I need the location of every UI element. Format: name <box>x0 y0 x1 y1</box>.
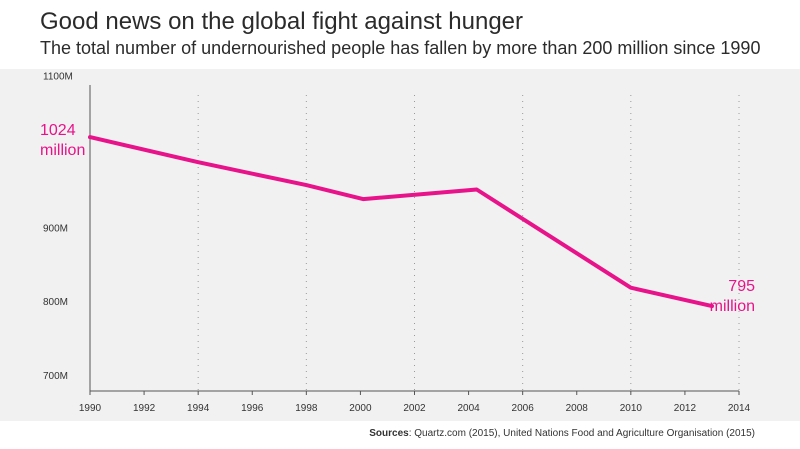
x-tick-label: 2000 <box>349 403 372 414</box>
x-tick-label: 2004 <box>457 403 480 414</box>
data-point-2010 <box>629 286 633 290</box>
data-point-1990 <box>88 135 92 139</box>
annotation-start-line: million <box>40 142 85 159</box>
sources-note: Sources: Quartz.com (2015), United Natio… <box>369 428 755 439</box>
series-points <box>88 135 714 308</box>
gridlines <box>197 95 740 391</box>
annotations: 1024 million 795 million <box>40 122 755 315</box>
y-tick-label: 900M <box>43 223 68 234</box>
x-tick-label: 1998 <box>295 403 318 414</box>
data-point-2000.1 <box>361 197 365 201</box>
x-tick-label: 2002 <box>403 403 426 414</box>
y-axis-ticks: 700M 800M 900M 1100M <box>43 72 73 382</box>
chart-title: Good news on the global fight against hu… <box>40 8 524 35</box>
sources-text: : Quartz.com (2015), United Nations Food… <box>408 428 755 439</box>
x-tick-label: 2012 <box>674 403 697 414</box>
x-tick-label: 1994 <box>187 403 210 414</box>
data-point-2013 <box>710 304 714 308</box>
annotation-start-line: 1024 <box>40 122 76 139</box>
chart-background-band <box>0 69 800 421</box>
x-tick-label: 2014 <box>728 403 751 414</box>
y-tick-label: 800M <box>43 297 68 308</box>
series-line-undernourished <box>88 135 714 309</box>
y-tick-label: 700M <box>43 371 68 382</box>
annotation-end-line: 795 <box>728 278 755 295</box>
data-point-1998 <box>304 183 308 187</box>
x-tick-label: 2010 <box>620 403 643 414</box>
x-tick-label: 1990 <box>79 403 102 414</box>
sources-label: Sources <box>369 428 409 439</box>
x-axis-ticks: 1990 1992 1994 1996 1998 2000 2002 2004 2006 2008… <box>79 391 751 414</box>
annotation-end-line: million <box>710 298 755 315</box>
data-point-1994 <box>196 160 200 164</box>
x-tick-label: 1996 <box>241 403 264 414</box>
chart-subtitle: The total number of undernourished peopl… <box>40 38 761 58</box>
x-tick-label: 2008 <box>566 403 589 414</box>
x-tick-label: 2006 <box>512 403 535 414</box>
data-point-2004.3 <box>475 188 479 191</box>
x-tick-label: 1992 <box>133 403 156 414</box>
y-tick-label: 1100M <box>43 72 73 83</box>
